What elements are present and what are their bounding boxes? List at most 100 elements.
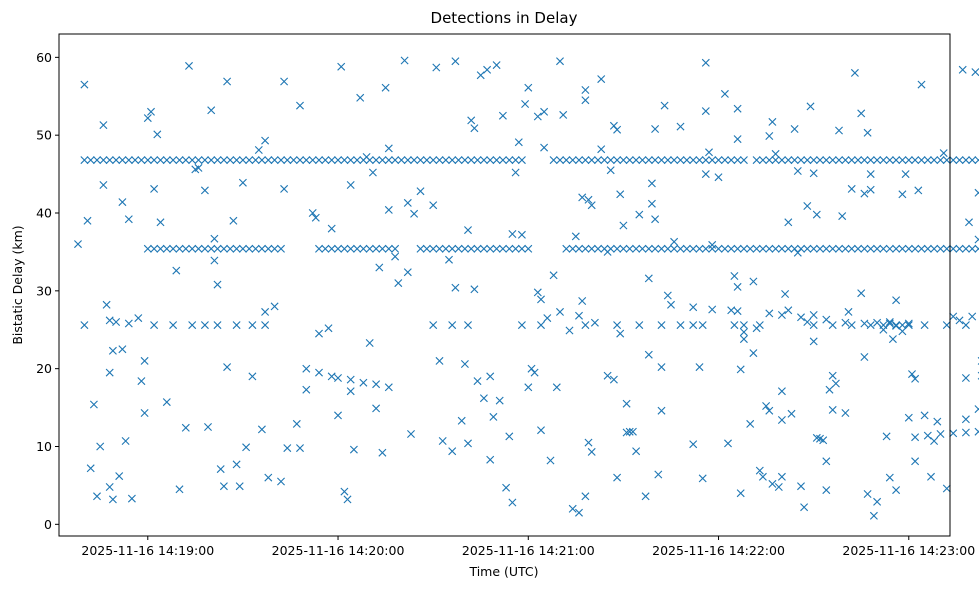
data-point-marker <box>524 244 533 253</box>
data-point-marker <box>949 156 958 165</box>
data-point-marker <box>961 415 970 424</box>
data-point-marker <box>581 321 590 330</box>
data-point-marker <box>663 244 672 253</box>
data-point-marker <box>898 190 907 199</box>
data-point-marker <box>863 128 872 137</box>
data-point-marker <box>568 504 577 513</box>
data-point-marker <box>866 156 875 165</box>
data-point-marker <box>771 244 780 253</box>
data-point-marker <box>777 472 786 481</box>
data-point-marker <box>888 335 897 344</box>
data-point-marker <box>438 437 447 445</box>
data-point-marker <box>80 321 89 330</box>
data-point-marker <box>790 156 799 165</box>
data-point-marker <box>854 156 862 165</box>
data-point-marker <box>644 350 653 359</box>
data-point-marker <box>638 156 647 165</box>
data-point-marker <box>346 244 355 253</box>
data-point-marker <box>277 156 285 165</box>
data-point-marker <box>689 303 698 312</box>
data-point-marker <box>403 156 412 165</box>
data-point-marker <box>292 419 301 428</box>
data-point-marker <box>473 377 482 386</box>
data-point-marker <box>391 244 400 253</box>
data-point-marker <box>454 156 463 165</box>
data-point-marker <box>730 321 739 330</box>
data-point-marker <box>708 244 717 253</box>
data-point-marker <box>112 318 121 326</box>
data-point-marker <box>169 321 178 330</box>
data-point-marker <box>968 244 977 253</box>
data-point-marker <box>346 387 355 396</box>
data-point-marker <box>537 295 545 304</box>
data-point-marker <box>590 318 599 327</box>
data-point-marker <box>575 244 583 253</box>
y-tick-label: 50 <box>36 128 52 143</box>
data-point-marker <box>809 321 818 330</box>
data-point-marker <box>628 427 637 436</box>
data-point-marker <box>752 324 761 333</box>
data-point-marker <box>879 156 888 165</box>
data-point-marker <box>321 156 330 165</box>
data-point-marker <box>537 321 545 330</box>
data-point-marker <box>578 193 587 202</box>
data-point-marker <box>803 244 812 253</box>
data-point-marker <box>403 198 412 207</box>
y-axis-label: Bistatic Delay (km) <box>10 225 25 344</box>
data-point-marker <box>733 244 742 253</box>
data-point-marker <box>641 492 650 501</box>
data-point-marker <box>647 199 656 208</box>
data-point-marker <box>327 156 336 165</box>
data-point-marker <box>372 244 381 253</box>
data-point-marker <box>720 244 729 253</box>
data-point-marker <box>803 202 812 210</box>
data-point-marker <box>546 456 555 465</box>
data-point-marker <box>321 244 330 253</box>
data-point-marker <box>384 205 393 214</box>
data-point-marker <box>479 394 488 403</box>
data-point-marker <box>644 274 653 283</box>
data-point-marker <box>270 302 279 311</box>
data-point-marker <box>533 112 542 121</box>
data-point-marker <box>841 156 850 165</box>
data-point-marker <box>736 365 745 374</box>
data-point-marker <box>473 156 482 165</box>
data-point-marker <box>809 311 818 319</box>
data-point-marker <box>635 210 644 219</box>
data-point-marker <box>749 349 758 358</box>
data-point-marker <box>213 244 222 253</box>
data-point-marker <box>581 156 590 165</box>
data-point-marker <box>869 511 878 520</box>
data-point-marker <box>368 168 377 177</box>
data-point-marker <box>486 244 495 253</box>
data-point-marker <box>736 489 745 498</box>
data-point-marker <box>131 156 140 165</box>
data-point-marker <box>587 244 596 253</box>
y-tick-label: 10 <box>36 439 52 454</box>
data-point-marker <box>150 156 159 165</box>
data-point-marker <box>911 156 920 165</box>
data-point-marker <box>670 156 679 165</box>
data-point-marker <box>822 457 831 466</box>
data-point-marker <box>175 485 184 494</box>
data-point-marker <box>581 86 590 94</box>
data-point-marker <box>384 383 393 392</box>
data-point-marker <box>118 198 127 207</box>
data-point-marker <box>505 432 514 441</box>
data-point-marker <box>429 244 438 253</box>
data-point-marker <box>556 57 564 66</box>
data-point-marker <box>489 412 498 421</box>
data-point-marker <box>657 363 666 372</box>
data-point-marker <box>89 400 98 409</box>
data-point-marker <box>517 156 526 165</box>
data-point-marker <box>625 427 634 436</box>
data-point-marker <box>857 289 866 298</box>
data-point-marker <box>311 213 320 222</box>
data-point-marker <box>378 448 387 457</box>
data-point-marker <box>644 156 653 165</box>
data-point-marker <box>917 156 926 165</box>
data-point-marker <box>407 430 415 438</box>
data-point-marker <box>150 244 159 253</box>
data-point-marker <box>746 244 755 253</box>
data-point-marker <box>384 156 393 165</box>
